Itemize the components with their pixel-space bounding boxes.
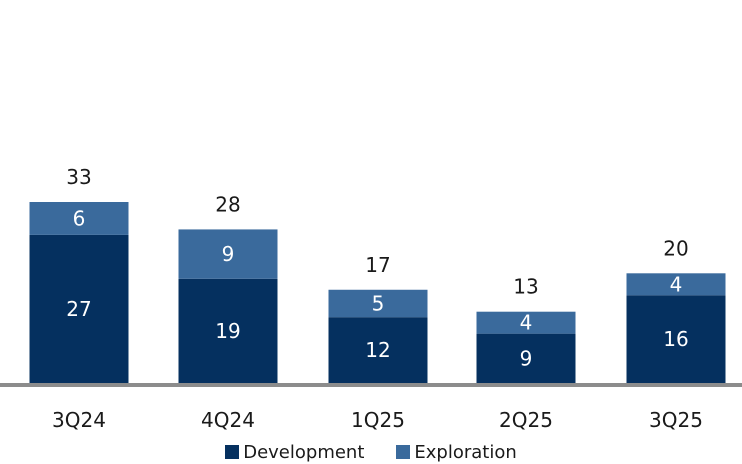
bar-development-2Q25	[476, 333, 576, 383]
bar-exploration-1Q25	[328, 289, 428, 318]
data-label-exploration-1Q25: 5	[372, 291, 385, 315]
bar-development-1Q25	[328, 317, 428, 383]
data-label-development-3Q24: 27	[66, 297, 91, 321]
data-label-exploration-4Q24: 9	[222, 242, 235, 266]
bar-exploration-3Q25	[626, 273, 726, 296]
legend-label-exploration: Exploration	[414, 441, 517, 463]
data-label-development-4Q24: 19	[215, 319, 240, 343]
legend-swatch-development	[225, 445, 240, 459]
data-label-development-3Q25: 16	[663, 327, 688, 351]
x-axis-line	[0, 383, 742, 387]
x-tick-label-3Q25: 3Q25	[649, 408, 703, 432]
legend-item-development: Development	[225, 442, 364, 463]
x-tick-label-3Q24: 3Q24	[52, 408, 106, 432]
bar-development-3Q24	[29, 234, 129, 383]
bar-exploration-2Q25	[476, 311, 576, 334]
chart-plot: 27 6 33 3Q24 19 9 28 4Q24 12 5 17 1Q25 9 4 13 2Q25 16 4 20…	[0, 165, 742, 432]
data-label-development-2Q25: 9	[520, 346, 533, 370]
bar-exploration-4Q24	[178, 229, 278, 279]
x-tick-label-4Q24: 4Q24	[201, 408, 255, 432]
data-label-exploration-3Q25: 4	[670, 272, 683, 296]
total-label-3Q24: 33	[66, 165, 91, 189]
legend-swatch-exploration	[396, 445, 411, 459]
total-label-1Q25: 17	[365, 253, 390, 277]
total-label-3Q25: 20	[663, 236, 688, 260]
legend: Development Exploration	[0, 440, 742, 464]
data-label-exploration-3Q24: 6	[73, 206, 86, 230]
total-label-4Q24: 28	[215, 192, 240, 216]
bar-development-4Q24	[178, 278, 278, 383]
bar-development-3Q25	[626, 295, 726, 383]
data-label-exploration-2Q25: 4	[520, 311, 533, 335]
x-tick-label-1Q25: 1Q25	[351, 408, 405, 432]
x-tick-label-2Q25: 2Q25	[499, 408, 553, 432]
legend-label-development: Development	[243, 441, 365, 463]
data-label-development-1Q25: 12	[365, 338, 390, 362]
bar-exploration-3Q24	[29, 202, 129, 235]
total-label-2Q25: 13	[513, 275, 538, 299]
legend-item-exploration: Exploration	[396, 441, 517, 463]
